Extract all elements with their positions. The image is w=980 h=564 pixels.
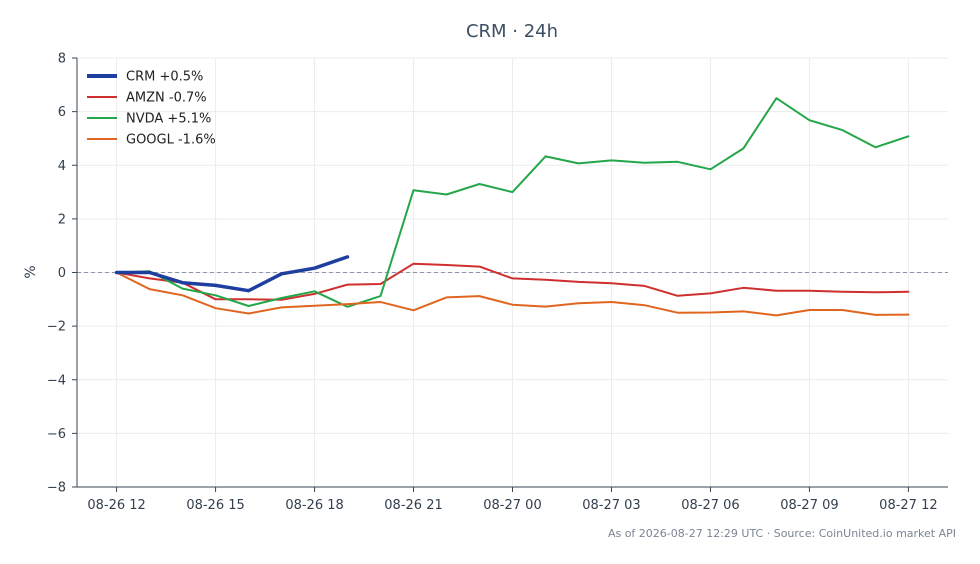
series-line-googl <box>115 271 910 317</box>
y-axis-label: % <box>23 265 39 278</box>
legend-label-amzn: AMZN -0.7% <box>126 91 207 106</box>
x-tick-labels: 08-26 12 08-26 15 08-26 18 08-26 21 08-27 00… <box>87 487 938 513</box>
y-tick-labels: −8 −6 −4 −2 0 2 4 6 8 <box>47 52 77 496</box>
series-line-nvda <box>115 97 910 308</box>
legend-label-nvda: NVDA +5.1% <box>126 112 211 127</box>
x-tick-label: 08-27 06 <box>681 498 739 513</box>
x-tick-label: 08-26 18 <box>285 498 343 513</box>
y-tick-label: 4 <box>58 159 66 174</box>
x-tick-label: 08-26 12 <box>87 498 145 513</box>
y-tick-label: −2 <box>47 320 66 335</box>
y-tick-label: 0 <box>58 266 66 281</box>
y-tick-label: 8 <box>58 52 66 67</box>
legend: CRM +0.5% AMZN -0.7% NVDA +5.1% GOOGL -1.6% <box>87 70 216 148</box>
y-tick-label: −4 <box>47 373 66 388</box>
x-tick-label: 08-27 09 <box>780 498 838 513</box>
x-tick-label: 08-27 00 <box>483 498 541 513</box>
y-tick-label: −8 <box>47 481 66 496</box>
y-tick-label: 6 <box>58 105 66 120</box>
chart-title: CRM · 24h <box>466 21 558 42</box>
legend-label-googl: GOOGL -1.6% <box>126 133 216 148</box>
series-lines <box>114 97 910 317</box>
x-tick-label: 08-26 15 <box>186 498 244 513</box>
legend-label-crm: CRM +0.5% <box>126 70 203 85</box>
y-tick-label: 2 <box>58 212 66 227</box>
series-line-amzn <box>115 262 910 301</box>
x-tick-label: 08-27 12 <box>879 498 937 513</box>
x-tick-label: 08-27 03 <box>582 498 640 513</box>
footer-note: As of 2026-08-27 12:29 UTC · Source: Coi… <box>608 527 956 540</box>
series-line-crm <box>114 255 350 293</box>
x-tick-label: 08-26 21 <box>384 498 442 513</box>
y-tick-label: −6 <box>47 427 66 442</box>
